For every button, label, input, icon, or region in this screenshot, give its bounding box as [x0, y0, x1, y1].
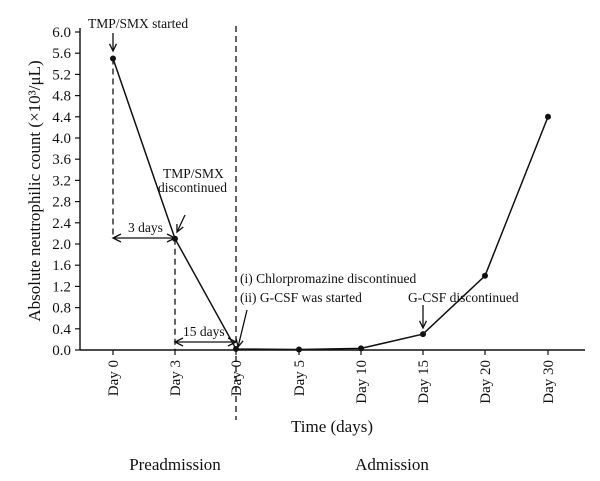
series-line: [110, 55, 551, 353]
y-tick-label: 4.8: [52, 89, 71, 105]
annot-chlor-disc: (i) Chlorpromazine discontinued: [240, 271, 416, 286]
y-axis-title: Absolute neutrophilic count (×10³/μL): [25, 60, 44, 321]
text-labels: Absolute neutrophilic count (×10³/μL) Tim…: [25, 16, 519, 474]
y-tick-label: 2.4: [52, 216, 71, 232]
y-tick-label: 4.4: [52, 110, 71, 126]
y-tick-label: 4.0: [52, 131, 71, 147]
data-point: [110, 55, 116, 62]
y-tick-label: 1.6: [52, 258, 71, 274]
annot-tmp-disc-line1: TMP/SMX: [163, 166, 224, 181]
x-tick-label: Day 10: [354, 360, 370, 404]
period-label-preadmission: Preadmission: [129, 455, 221, 474]
annotation-guides: [108, 26, 428, 420]
x-tick-label: Day 0: [106, 360, 122, 396]
tmp-started-arrow-head: [108, 43, 118, 53]
x-tick-label: Day 20: [478, 360, 494, 404]
tmp-disc-arrow-head: [176, 223, 184, 234]
x-axis-title: Time (days): [291, 417, 373, 436]
x-tick-label: Day 0: [229, 360, 245, 396]
data-point: [172, 235, 178, 242]
y-tick-label: 0.8: [52, 301, 71, 317]
data-point: [358, 345, 364, 352]
annot-gcsf-disc: G-CSF discontinued: [408, 290, 519, 305]
y-tick-label: 0.0: [52, 343, 71, 359]
gcsf-disc-arrow-head: [418, 320, 428, 330]
x-tick-label: Day 3: [168, 360, 184, 396]
y-tick-label: 5.2: [52, 67, 71, 83]
y-tick-label: 2.8: [52, 195, 71, 211]
gcsf-started-arrow-shaft: [237, 309, 248, 348]
y-tick-label: 0.4: [52, 322, 71, 338]
data-point: [482, 272, 488, 279]
three-days-arrow-head-left: [111, 233, 122, 243]
annot-tmp-disc-line2: discontinued: [158, 180, 227, 195]
x-tick-label: Day 30: [541, 360, 557, 404]
tmp-disc-arrow-shaft: [176, 214, 186, 233]
y-tick-label: 3.2: [52, 173, 71, 189]
x-tick-label: Day 5: [292, 360, 308, 396]
y-tick-label: 6.0: [52, 25, 71, 41]
data-point: [233, 345, 239, 352]
y-tick-label: 1.2: [52, 279, 71, 295]
annot-three-days: 3 days: [128, 220, 163, 235]
annot-tmp-started: TMP/SMX started: [88, 16, 188, 31]
y-tick-label: 5.6: [52, 46, 71, 62]
y-tick-label: 2.0: [52, 237, 71, 253]
x-tick-label: Day 15: [416, 360, 432, 404]
annot-gcsf-started: (ii) G-CSF was started: [240, 290, 362, 305]
fifteen-days-arrow-head-left: [173, 337, 184, 347]
data-point: [545, 113, 551, 120]
y-tick-label: 3.6: [52, 152, 71, 168]
annot-fifteen-days: 15 days: [183, 324, 225, 339]
axes: 0.0 0.4 0.8 1.2 1.6 2.0 2.4 2.8 3.2 3.6 4.0 4.4 4.8 5…: [52, 25, 585, 404]
period-label-admission: Admission: [355, 455, 429, 474]
data-point: [420, 331, 426, 338]
data-point: [296, 346, 302, 353]
series-line-path: [112, 58, 549, 351]
